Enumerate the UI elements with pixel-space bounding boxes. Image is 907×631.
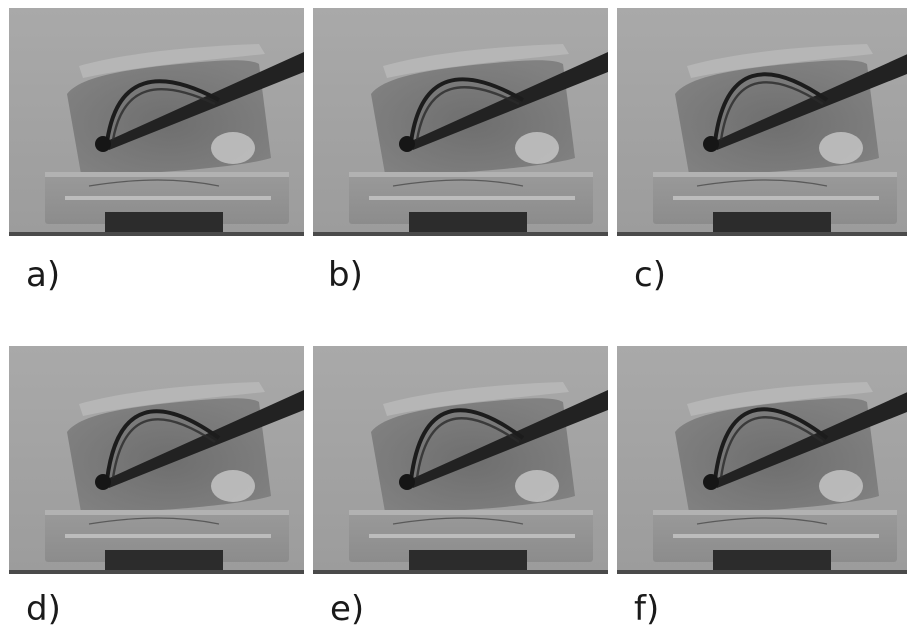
panel-f-label: f) xyxy=(634,589,660,629)
panel-a-label: a) xyxy=(26,255,61,295)
panel-e-image xyxy=(313,346,608,574)
panel-a-image xyxy=(9,8,304,236)
panel-b-image xyxy=(313,8,608,236)
panel-e-label: e) xyxy=(330,589,365,629)
panel-f-image xyxy=(617,346,907,574)
panel-b-label: b) xyxy=(328,255,363,295)
panel-c-image xyxy=(617,8,907,236)
panel-d-label: d) xyxy=(26,589,61,629)
panel-d-image xyxy=(9,346,304,574)
panel-c-label: c) xyxy=(634,255,666,295)
